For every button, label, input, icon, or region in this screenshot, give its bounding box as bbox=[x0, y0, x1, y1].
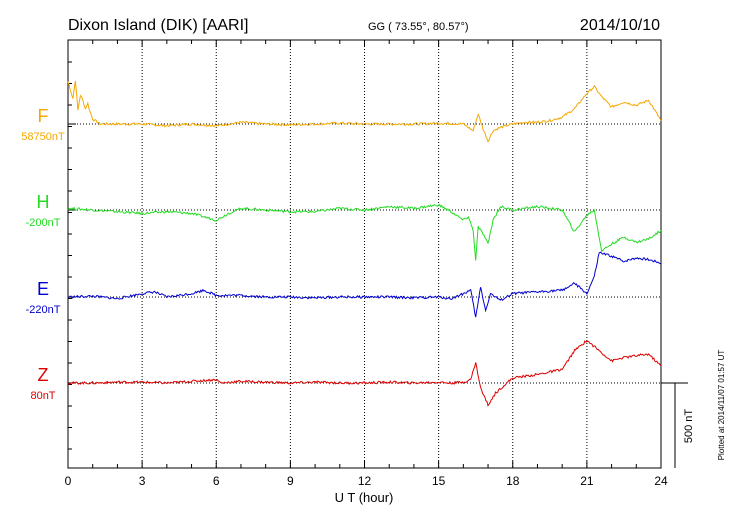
gridlines bbox=[141, 40, 588, 468]
x-tick-label: 24 bbox=[654, 474, 668, 488]
x-tick-label: 15 bbox=[432, 474, 446, 488]
series-line-F bbox=[67, 80, 662, 143]
scale-bar: 500 nT bbox=[661, 382, 695, 468]
series-label-H: H bbox=[37, 192, 50, 212]
series-baseline-E: -220nT bbox=[26, 304, 61, 316]
series-line-Z bbox=[67, 340, 662, 407]
station-coordinates: GG ( 73.55°, 80.57°) bbox=[368, 21, 469, 33]
x-tick-label: 12 bbox=[358, 474, 372, 488]
series-labels: F 58750nT H -200nT E -220nT Z 80nT bbox=[21, 106, 65, 402]
series-baseline-H: -200nT bbox=[26, 217, 61, 229]
x-tick-label: 18 bbox=[506, 474, 520, 488]
x-tick-label: 3 bbox=[139, 474, 146, 488]
series-baseline-Z: 80nT bbox=[30, 390, 55, 402]
series-label-F: F bbox=[38, 106, 49, 126]
series-lines bbox=[67, 80, 662, 407]
scale-bar-label: 500 nT bbox=[683, 409, 695, 444]
x-tick-label: 21 bbox=[580, 474, 594, 488]
x-tick-labels: 0 3 6 9 12 15 18 21 24 bbox=[65, 474, 668, 488]
x-tick-label: 9 bbox=[287, 474, 294, 488]
series-line-H bbox=[67, 203, 662, 261]
axis-ticks bbox=[67, 40, 662, 468]
plotted-timestamp: Plotted at 2014/11/07 01:57 UT bbox=[717, 350, 726, 461]
station-title: Dixon Island (DIK) [AARI] bbox=[68, 17, 249, 34]
series-label-Z: Z bbox=[38, 365, 49, 385]
series-baseline-F: 58750nT bbox=[21, 131, 65, 143]
x-tick-label: 0 bbox=[65, 474, 72, 488]
x-axis-label: U T (hour) bbox=[335, 490, 394, 505]
series-line-E bbox=[67, 251, 662, 318]
chart-date: 2014/10/10 bbox=[580, 17, 660, 34]
x-tick-label: 6 bbox=[213, 474, 220, 488]
series-label-E: E bbox=[37, 279, 49, 299]
